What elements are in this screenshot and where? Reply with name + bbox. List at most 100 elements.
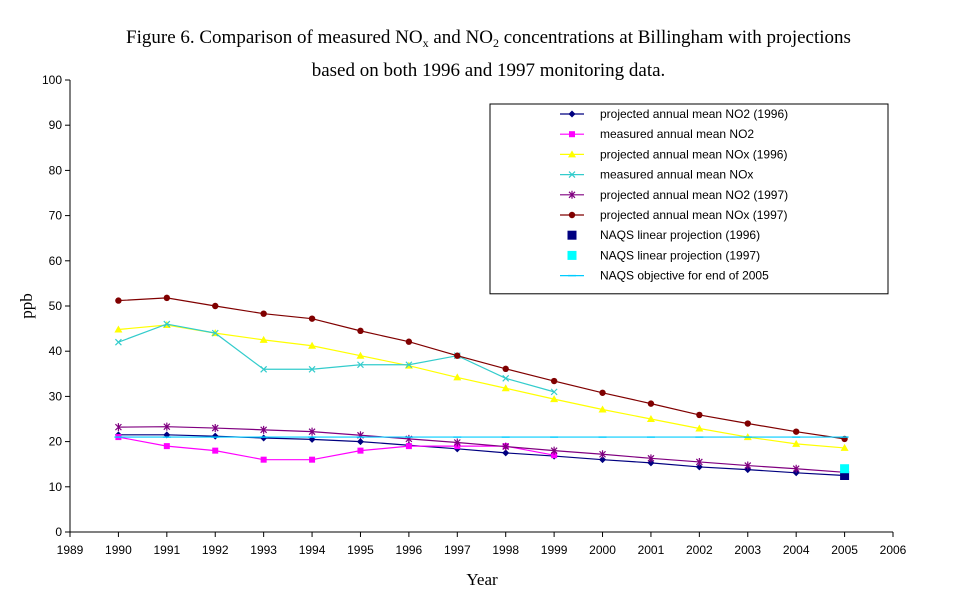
series-line [118, 426, 845, 473]
y-tick-label: 70 [49, 209, 63, 223]
legend-marker [568, 150, 576, 158]
series-2 [115, 434, 558, 463]
x-tick-label: 1994 [299, 543, 326, 557]
legend-entry: projected annual mean NOx (1997) [560, 208, 787, 222]
y-tick-label: 40 [49, 344, 63, 358]
y-tick-label: 0 [55, 525, 62, 539]
y-tick-label: 60 [49, 254, 63, 268]
legend-label: projected annual mean NOx (1996) [600, 147, 787, 161]
data-point [696, 411, 703, 419]
legend-label: measured annual mean NO2 [600, 127, 754, 141]
y-tick-label: 80 [49, 163, 63, 177]
legend-entry: NAQS linear projection (1997) [567, 248, 760, 262]
data-point [744, 461, 752, 470]
series-line [118, 436, 555, 461]
x-tick-label: 1989 [57, 543, 84, 557]
legend-marker [569, 131, 575, 138]
data-point [792, 428, 800, 435]
title-part-b: and NO [428, 27, 493, 48]
data-point [502, 374, 510, 382]
data-point [357, 447, 364, 454]
legend-entry: NAQS objective for end of 2005 [560, 269, 769, 283]
data-point [550, 377, 558, 385]
x-tick-label: 2002 [686, 543, 713, 557]
x-tick-label: 2001 [638, 543, 665, 557]
data-point [840, 464, 850, 474]
data-point [405, 338, 413, 345]
legend-entry: projected annual mean NO2 (1996) [560, 107, 788, 121]
data-point [454, 352, 461, 359]
x-tick-label: 1996 [396, 543, 423, 557]
series-1 [114, 431, 849, 479]
data-point [840, 443, 849, 451]
series-6 [115, 294, 848, 443]
data-point [744, 420, 751, 427]
legend-entry: NAQS linear projection (1996) [567, 228, 760, 242]
x-tick-label: 1998 [492, 543, 519, 557]
data-point [212, 302, 219, 310]
chart-title-line-2: based on both 1996 and 1997 monitoring d… [311, 60, 666, 81]
x-tick-label: 1993 [250, 543, 277, 557]
legend-entry: projected annual mean NOx (1996) [560, 147, 787, 161]
legend-entry: measured annual mean NOx [560, 168, 753, 182]
data-point [695, 424, 704, 432]
title-subscript-2: 2 [492, 36, 499, 50]
x-tick-label: 1999 [541, 543, 568, 557]
data-point [502, 449, 510, 457]
legend-label: NAQS linear projection (1997) [600, 248, 760, 262]
legend-entry: projected annual mean NO2 (1997) [560, 188, 788, 202]
data-point [405, 443, 412, 450]
legend-label: measured annual mean NOx [600, 168, 753, 182]
data-point [453, 373, 462, 381]
data-point [308, 315, 316, 322]
data-point [259, 335, 268, 343]
y-tick-label: 30 [49, 389, 63, 403]
chart-title: Figure 6. Comparison of measured NOx and… [0, 24, 977, 84]
legend-marker [568, 190, 576, 199]
x-tick-label: 2000 [589, 543, 616, 557]
y-tick-label: 100 [42, 73, 62, 87]
data-point [163, 320, 171, 328]
series-4 [114, 320, 558, 396]
data-point [260, 310, 267, 317]
data-point [599, 456, 607, 464]
legend-marker [568, 110, 576, 118]
data-point [308, 365, 316, 373]
data-point [453, 438, 461, 447]
data-point [163, 443, 170, 450]
data-point [551, 452, 558, 459]
series-8 [840, 464, 850, 474]
data-point [695, 463, 703, 471]
legend-marker [568, 171, 576, 179]
x-tick-label: 2006 [880, 543, 907, 557]
data-point [502, 442, 510, 451]
data-point [695, 457, 703, 466]
legend-label: NAQS objective for end of 2005 [600, 269, 769, 283]
data-point [550, 388, 558, 396]
legend-label: NAQS linear projection (1996) [600, 228, 760, 242]
data-point [599, 450, 606, 459]
legend-marker [568, 211, 576, 219]
y-tick-label: 10 [49, 480, 63, 494]
series-line [118, 434, 845, 477]
legend-box [489, 103, 889, 295]
data-point [647, 459, 655, 467]
data-point [598, 405, 607, 413]
data-point [115, 297, 122, 304]
data-point [840, 471, 850, 480]
data-point [357, 361, 364, 369]
x-tick-label: 1991 [153, 543, 180, 557]
x-tick-label: 2004 [783, 543, 810, 557]
y-tick-label: 50 [49, 299, 63, 313]
series-line [118, 324, 845, 449]
data-point [260, 456, 267, 463]
data-point [646, 415, 655, 422]
data-point [356, 438, 364, 446]
data-point [114, 423, 122, 432]
series-3 [114, 320, 849, 451]
data-point [309, 456, 316, 463]
data-point [647, 400, 655, 407]
data-point [599, 389, 606, 396]
series-line [118, 297, 845, 440]
